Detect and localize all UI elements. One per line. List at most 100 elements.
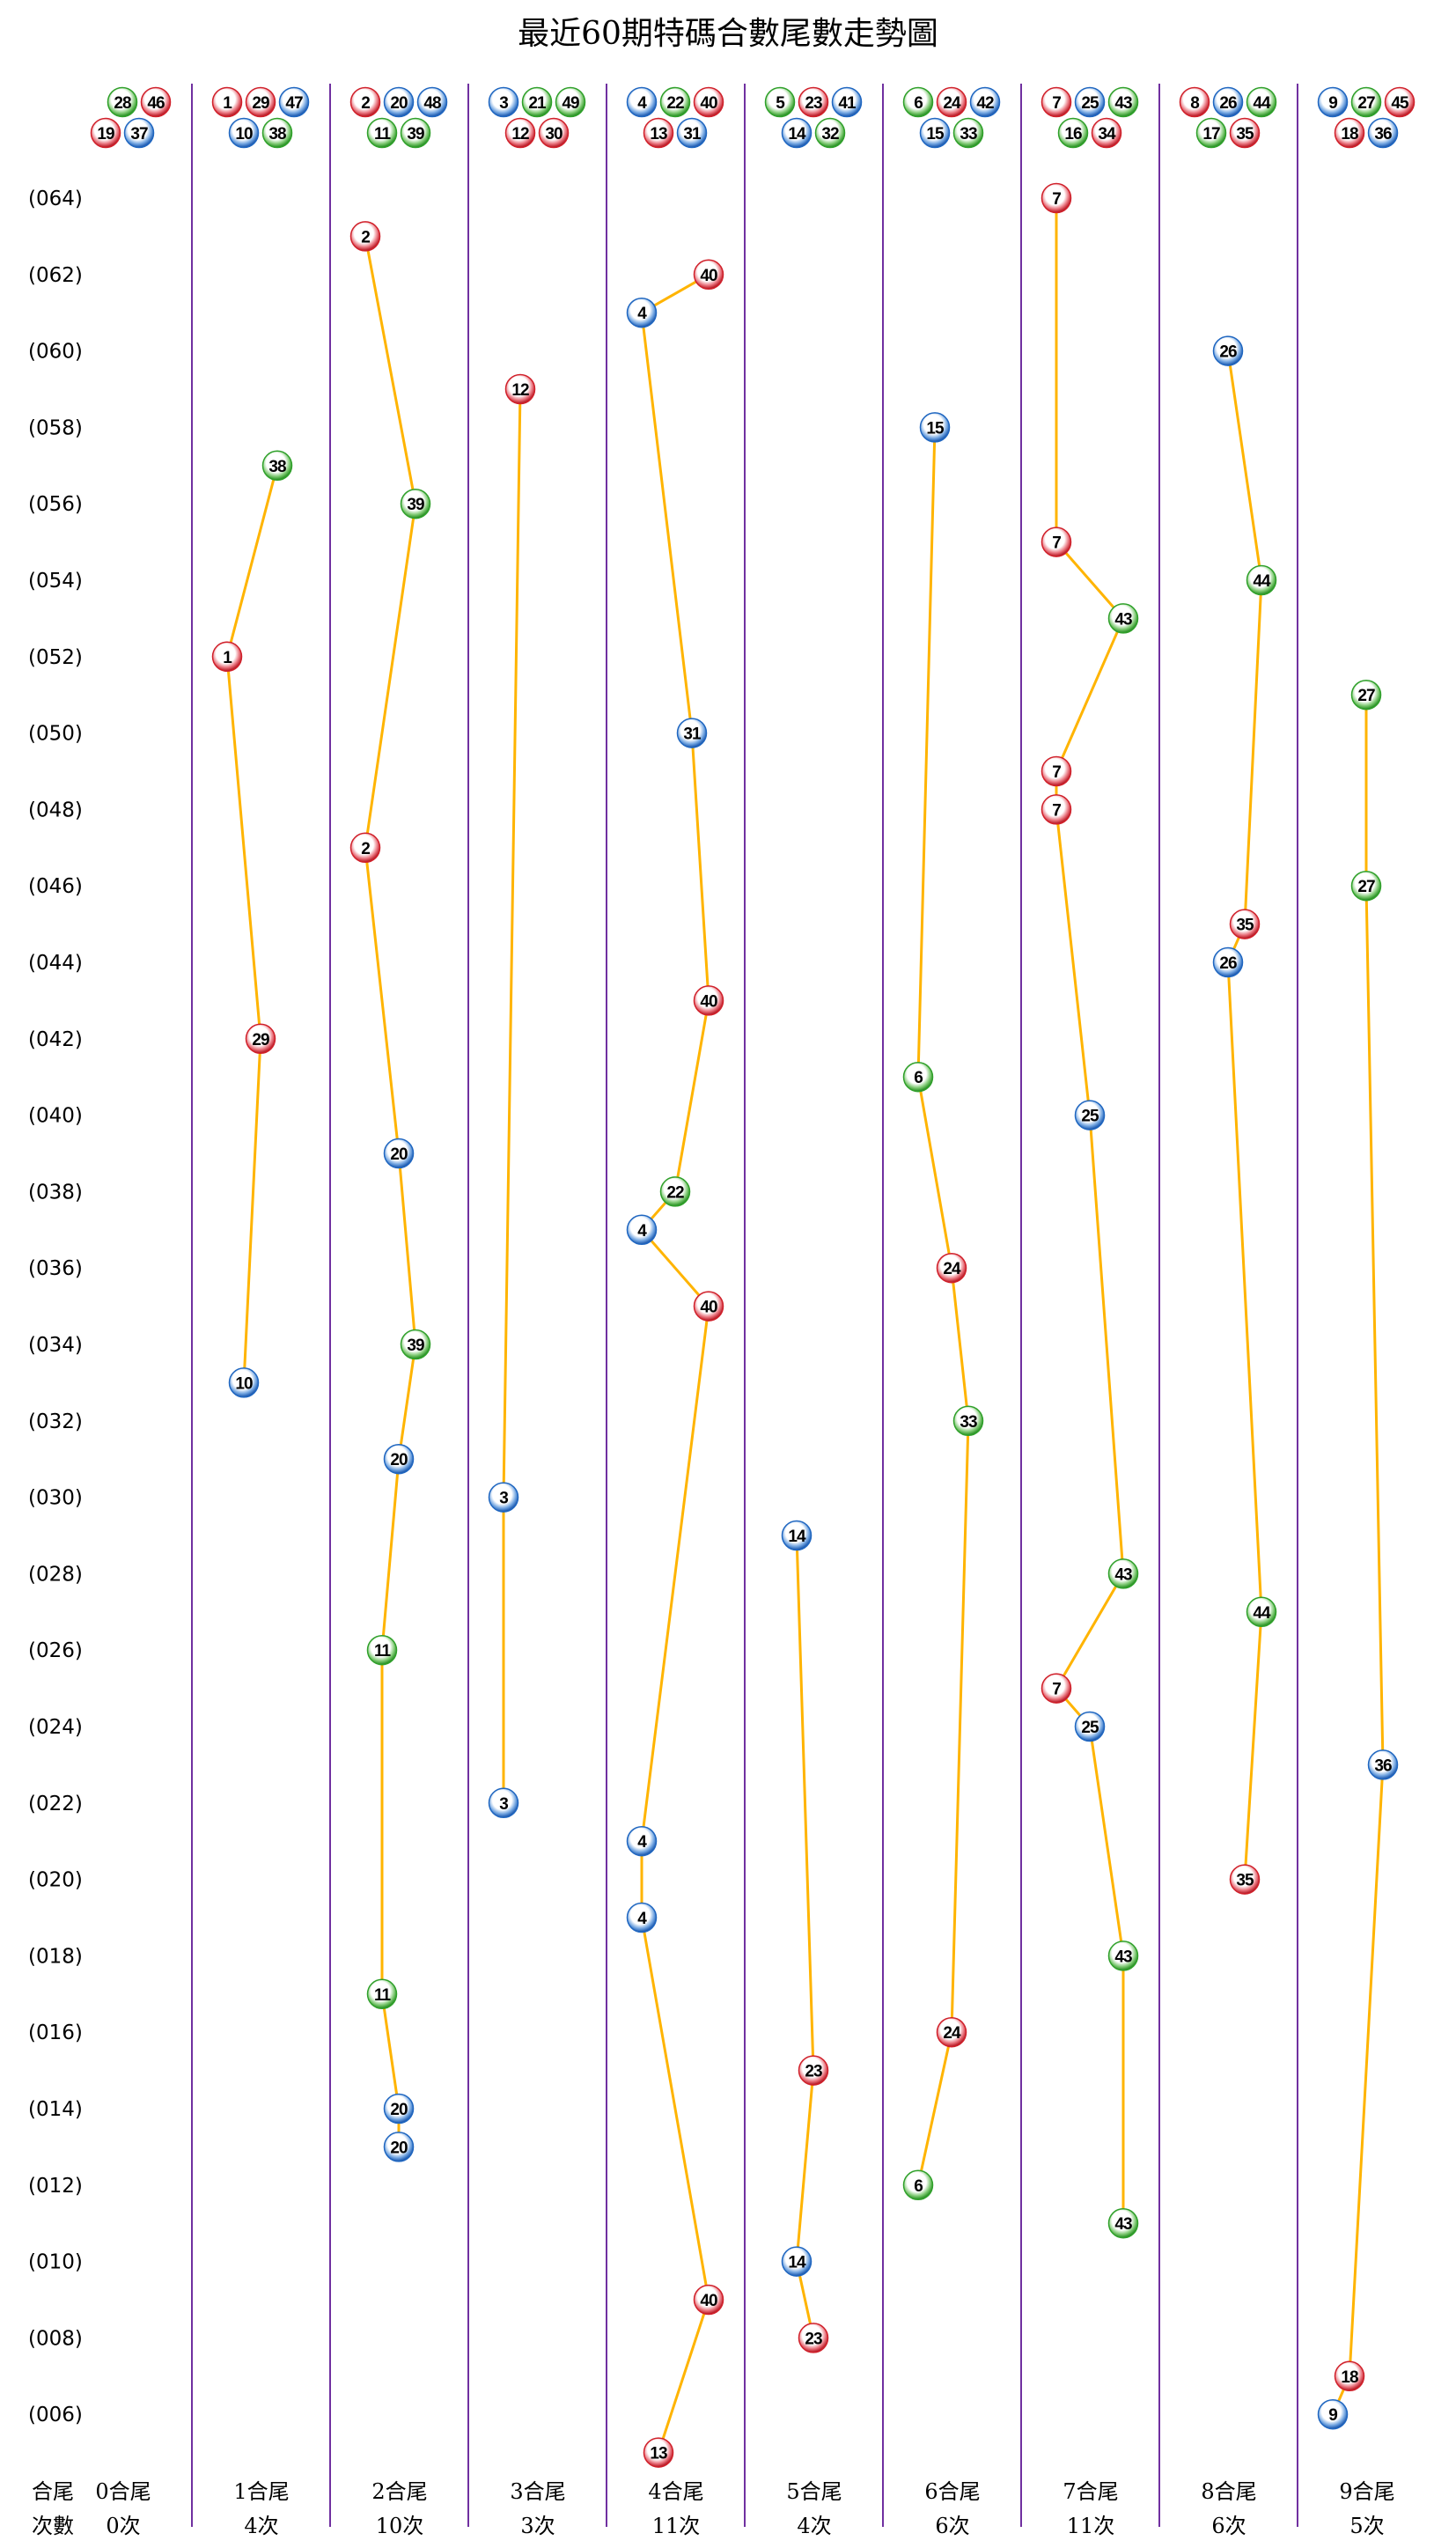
column-count: 4次 — [244, 2514, 278, 2538]
ball-blue — [1212, 946, 1244, 978]
data-point: 39 — [400, 1329, 431, 1360]
ball-red — [693, 86, 724, 118]
ball-blue — [919, 412, 951, 443]
ball-number: 40 — [700, 2292, 717, 2310]
data-point: 44 — [1246, 564, 1277, 596]
ball-number: 8 — [1190, 94, 1199, 113]
data-point: 14 — [781, 1520, 813, 1551]
ball-red — [504, 373, 536, 405]
ball-number: 43 — [1114, 1948, 1132, 1966]
ball-number: 34 — [1098, 125, 1116, 144]
ball-number: 20 — [390, 94, 408, 113]
period-labels: (064) (062) (060) (058) (056) (054) (052) (050)… — [28, 188, 83, 2426]
footer-row1-label: 合尾 — [32, 2479, 74, 2504]
ball-blue — [383, 2132, 415, 2162]
data-point: 25 — [1074, 1711, 1106, 1742]
ball-number: 44 — [1253, 1604, 1271, 1623]
ball-number: 44 — [1253, 572, 1271, 591]
period-label: (038) — [28, 1181, 83, 1204]
data-point: 43 — [1107, 603, 1139, 634]
ball-number: 7 — [1052, 763, 1061, 782]
header-ball: 32 — [814, 117, 846, 149]
ball-number: 47 — [285, 94, 303, 113]
ball-number: 28 — [114, 94, 131, 113]
data-point: 11 — [366, 1978, 398, 2010]
column-count: 3次 — [520, 2514, 555, 2538]
ball-red — [936, 2016, 967, 2048]
ball-number: 26 — [1219, 94, 1237, 113]
data-point: 1 — [211, 641, 243, 673]
header-ball: 12 — [504, 117, 536, 149]
ball-blue — [416, 86, 448, 118]
ball-number: 29 — [252, 1031, 269, 1049]
ball-green — [902, 2169, 934, 2201]
header-ball: 42 — [969, 86, 1001, 118]
ball-green — [902, 1061, 934, 1093]
ball-number: 14 — [788, 1528, 806, 1546]
ball-red — [1041, 1673, 1072, 1704]
ball-green — [366, 1978, 398, 2010]
ball-number: 14 — [788, 2254, 806, 2272]
header-ball: 29 — [245, 86, 276, 118]
ball-number: 36 — [1374, 1756, 1392, 1775]
header-ball: 27 — [1350, 86, 1382, 118]
header-ball: 39 — [400, 117, 431, 149]
ball-blue — [781, 2246, 813, 2277]
ball-number: 4 — [637, 305, 647, 323]
ball-number: 2 — [361, 228, 370, 247]
column-count: 10次 — [376, 2514, 424, 2538]
header-ball: 49 — [555, 86, 586, 118]
trend-line — [640, 273, 710, 2454]
ball-green — [659, 1176, 691, 1207]
ball-blue — [831, 86, 863, 118]
ball-green — [400, 488, 431, 519]
ball-blue — [626, 297, 658, 328]
ball-red — [538, 117, 570, 149]
ball-number: 19 — [97, 125, 114, 144]
period-label: (020) — [28, 1869, 83, 1892]
header-ball: 18 — [1334, 117, 1365, 149]
ball-green — [1350, 870, 1382, 902]
data-point: 14 — [781, 2246, 813, 2277]
ball-red — [1041, 86, 1072, 118]
ball-red — [1384, 86, 1416, 118]
header-ball: 3 — [488, 86, 519, 118]
ball-green — [1107, 1940, 1139, 1971]
ball-number: 7 — [1052, 801, 1061, 820]
data-point: 43 — [1107, 2207, 1139, 2239]
ball-number: 43 — [1114, 610, 1132, 629]
ball-number: 4 — [637, 1910, 647, 1928]
column-count: 11次 — [652, 2514, 701, 2538]
header-ball: 21 — [521, 86, 553, 118]
ball-number: 20 — [390, 2139, 408, 2157]
data-point: 43 — [1107, 1558, 1139, 1589]
column-label: 6合尾 — [924, 2479, 980, 2504]
header-ball: 30 — [538, 117, 570, 149]
ball-number: 38 — [268, 458, 286, 476]
ball-green — [1057, 117, 1089, 149]
ball-number: 38 — [268, 125, 286, 144]
data-point: 40 — [693, 985, 724, 1016]
data-point: 3 — [488, 1482, 519, 1513]
ball-number: 41 — [838, 94, 857, 113]
ball-green — [366, 1634, 398, 1666]
ball-green — [1107, 1558, 1139, 1589]
ball-blue — [676, 117, 708, 149]
header-ball: 4 — [626, 86, 658, 118]
ball-number: 31 — [683, 725, 702, 744]
ball-blue — [1074, 1711, 1106, 1742]
header-ball: 38 — [261, 117, 293, 149]
header-ball: 45 — [1384, 86, 1416, 118]
header-ball: 2 — [349, 86, 381, 118]
data-point: 13 — [643, 2437, 674, 2468]
data-point: 20 — [383, 2132, 415, 2162]
header-ball: 5 — [764, 86, 796, 118]
ball-blue — [383, 1443, 415, 1475]
data-point: 29 — [245, 1023, 276, 1055]
ball-number: 18 — [1341, 125, 1358, 144]
ball-blue — [1074, 1100, 1106, 1130]
data-point: 27 — [1350, 679, 1382, 711]
ball-number: 48 — [423, 94, 441, 113]
ball-number: 13 — [650, 2445, 667, 2463]
period-label: (022) — [28, 1793, 83, 1815]
